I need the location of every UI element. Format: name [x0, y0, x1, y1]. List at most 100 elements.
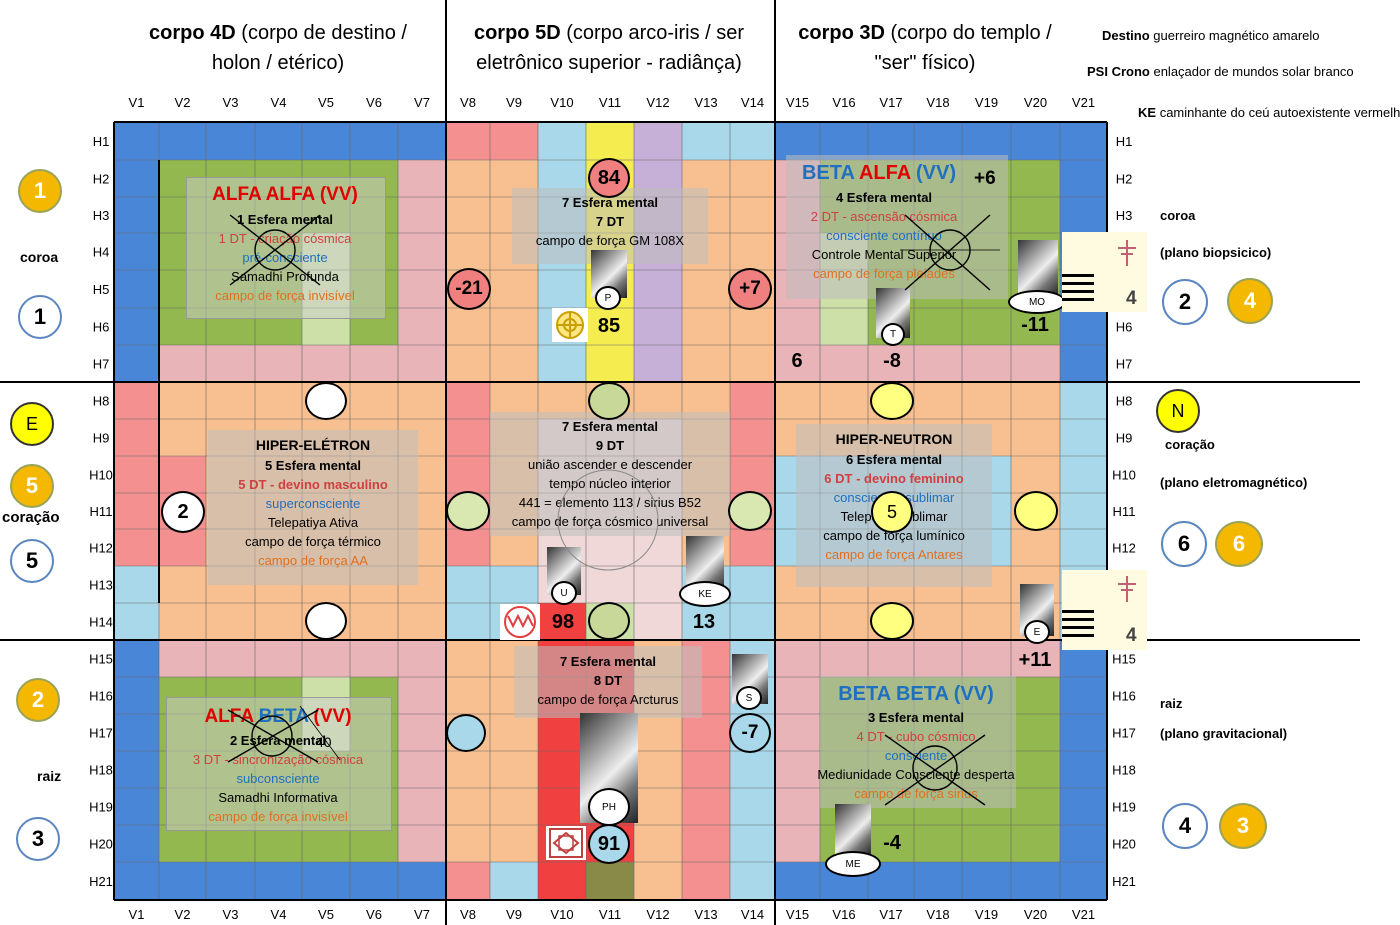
right-coracao-yellow: N: [1156, 389, 1200, 433]
column-label-top: V8: [460, 95, 476, 110]
column-label-top: V12: [646, 95, 669, 110]
hiper-eletron-campo: campo de força térmico: [245, 534, 381, 549]
left-raiz-blue: 3: [16, 817, 60, 861]
top5d-dt: 7 DT: [595, 214, 625, 229]
row-label-right: H16: [1112, 689, 1136, 704]
right-coracao-plane: (plano eletromagnético): [1160, 475, 1308, 490]
left-coroa-gold: 1: [18, 169, 62, 213]
column-label-bottom: V17: [879, 907, 902, 922]
column-label-bottom: V12: [646, 907, 669, 922]
circle-marker: [588, 602, 630, 640]
left-coracao-blue: 5: [10, 539, 54, 583]
alfa-beta-t3: (VV): [308, 706, 352, 727]
row-label-left: H20: [89, 837, 113, 852]
num-6: 6: [791, 350, 803, 372]
column-label-bottom: V9: [506, 907, 522, 922]
column-label-bottom: V11: [599, 907, 621, 922]
circle-marker: [446, 714, 486, 752]
beta-alfa-esfera: 4 Esfera mental: [835, 190, 933, 205]
circle-minus7: -7: [729, 713, 771, 753]
row-label-left: H21: [89, 874, 113, 889]
circle-marker: [870, 382, 914, 420]
alfa-alfa-campo: campo de força invisível: [215, 288, 355, 303]
info-psi-key: PSI Crono: [1087, 64, 1150, 79]
star-glyph-icon: [546, 826, 586, 860]
circle-2: 2: [161, 491, 205, 533]
circle-marker: [305, 382, 347, 420]
alfa-beta-consc: subconsciente: [236, 771, 320, 786]
alfa-alfa-dt: 1 DT - criação cósmica: [218, 231, 352, 246]
row-label-left: H10: [89, 468, 113, 483]
column-label-bottom: V19: [975, 907, 998, 922]
beta-alfa-dt: 2 DT - ascensão cósmica: [810, 209, 958, 224]
row-label-right: H7: [1116, 357, 1133, 372]
oval-t: T: [881, 323, 905, 346]
column-label-bottom: V8: [460, 907, 476, 922]
left-coracao-yellow: E: [10, 402, 54, 446]
row-label-right: H2: [1116, 172, 1133, 187]
column-label-bottom: V10: [550, 907, 573, 922]
row-label-left: H2: [93, 172, 110, 187]
circle-plus7: +7: [728, 268, 772, 310]
circle-5: 5: [871, 491, 913, 533]
mid5d-esfera: 7 Esfera mental: [561, 419, 659, 434]
beta-alfa-t1: BETA: [801, 162, 859, 184]
column-label-top: V5: [318, 95, 334, 110]
header-4d-bold: corpo 4D: [149, 22, 236, 44]
row-label-left: H13: [89, 578, 113, 593]
column-label-bottom: V15: [786, 907, 809, 922]
row-label-right: H17: [1112, 726, 1136, 741]
num-13: 13: [692, 611, 716, 633]
header-3d-line2: "ser" físico): [874, 52, 976, 74]
right-coracao-label: coração: [1165, 437, 1215, 452]
column-label-top: V16: [832, 95, 855, 110]
row-label-left: H11: [90, 504, 113, 519]
mid5d-l3: 441 = elemento 113 / sirius B52: [518, 495, 702, 510]
right-raiz-label: raiz: [1160, 696, 1183, 711]
column-label-bottom: V13: [694, 907, 717, 922]
column-label-top: V6: [366, 95, 382, 110]
row-label-right: H1: [1116, 134, 1133, 149]
alfa-alfa-consc: pré-consciente: [242, 250, 328, 265]
mid5d-l2: tempo núcleo interior: [549, 476, 671, 491]
beta-beta-esfera: 3 Esfera mental: [867, 710, 965, 725]
mid5d-l4: campo de força cósmico universal: [511, 514, 709, 529]
alfa-alfa-esfera: 1 Esfera mental: [236, 212, 334, 227]
column-label-top: V17: [879, 95, 902, 110]
left-coroa-label: coroa: [20, 249, 59, 265]
column-label-top: V11: [599, 95, 621, 110]
row-label-left: H17: [89, 726, 113, 741]
crystal-mo: [1018, 240, 1058, 296]
column-label-bottom: V5: [318, 907, 334, 922]
right-raiz-blue: 4: [1162, 803, 1208, 849]
right-coroa-gold: 4: [1227, 278, 1273, 324]
row-label-right: H9: [1116, 431, 1133, 446]
crystal-me: [835, 804, 871, 856]
row-label-left: H19: [89, 800, 113, 815]
alfa-beta-campo: campo de força invisível: [208, 809, 348, 824]
header-3d-rest: (corpo do templo /: [884, 22, 1052, 44]
beta-beta-title: BETA BETA (VV): [838, 683, 994, 705]
right-coroa-plane: (plano biopsicico): [1160, 245, 1272, 260]
hiper-eletron-campo2: campo de força AA: [258, 553, 368, 568]
mid5d-l1: união ascender e descender: [527, 457, 693, 472]
beta-alfa-title: BETA ALFA (VV): [786, 162, 972, 185]
bot5d-dt: 8 DT: [593, 673, 623, 688]
hiper-neutron-campo2: campo de força Antares: [825, 547, 963, 562]
row-label-left: H7: [93, 357, 110, 372]
oval-ke: KE: [679, 581, 731, 607]
circle-marker: [305, 602, 347, 640]
row-label-right: H12: [1112, 541, 1136, 556]
header-5d-bold: corpo 5D: [473, 22, 561, 44]
beta-beta-dt: 4 DT - cubo cósmico: [856, 729, 976, 744]
hexagram-icon-bottom: [1062, 576, 1136, 637]
info-destino: Destino guerreiro magnético amarelo: [1102, 28, 1320, 43]
column-label-top: V13: [694, 95, 717, 110]
hiper-eletron-title: HIPER-ELÉTRON: [255, 437, 371, 453]
info-destino-key: Destino: [1102, 28, 1150, 43]
row-label-left: H8: [93, 394, 110, 409]
column-label-bottom: V20: [1024, 907, 1047, 922]
hiper-neutron-title: HIPER-NEUTRON: [835, 431, 953, 447]
row-label-right: H3: [1116, 208, 1133, 223]
header-5d-rest: (corpo arco-iris / ser: [560, 22, 745, 44]
